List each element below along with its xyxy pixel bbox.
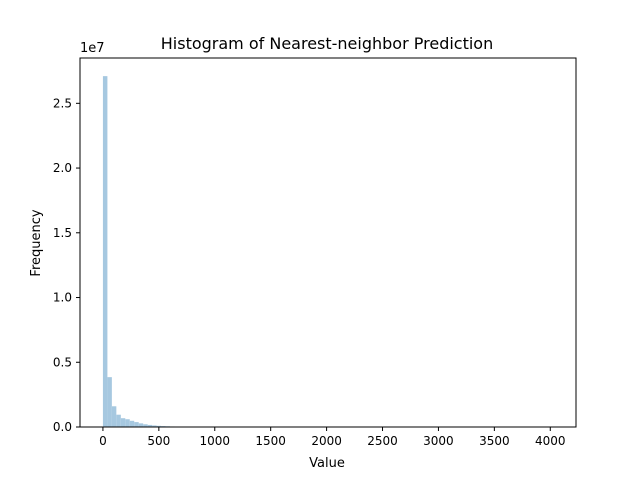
y-tick-label: 1.5 (53, 226, 72, 240)
chart-title: Histogram of Nearest-neighbor Prediction (161, 34, 493, 53)
x-tick-label: 3000 (423, 434, 454, 448)
x-tick-label: 0 (99, 434, 107, 448)
y-tick-label: 0.5 (53, 355, 72, 369)
histogram-bar (125, 419, 129, 427)
x-tick-label: 1500 (255, 434, 286, 448)
x-tick-label: 3500 (479, 434, 510, 448)
y-axis-offset-label: 1e7 (80, 41, 105, 56)
histogram-bar (134, 422, 138, 427)
y-axis-label: Frequency (29, 209, 44, 276)
histogram-bar (103, 76, 107, 427)
histogram-bar (139, 423, 143, 427)
histogram-bar (112, 406, 116, 427)
y-tick-label: 0.0 (53, 420, 72, 434)
histogram-bar (130, 421, 134, 427)
histogram-bar (116, 415, 120, 427)
y-tick-label: 2.0 (53, 161, 72, 175)
histogram-bar (121, 418, 125, 427)
x-tick-label: 1000 (199, 434, 230, 448)
x-tick-label: 4000 (535, 434, 566, 448)
histogram-bar (107, 377, 111, 427)
x-tick-label: 500 (147, 434, 170, 448)
y-tick-label: 1.0 (53, 291, 72, 305)
x-axis-label: Value (309, 456, 345, 471)
x-tick-label: 2500 (367, 434, 398, 448)
x-tick-label: 2000 (311, 434, 342, 448)
y-tick-label: 2.5 (53, 96, 72, 110)
